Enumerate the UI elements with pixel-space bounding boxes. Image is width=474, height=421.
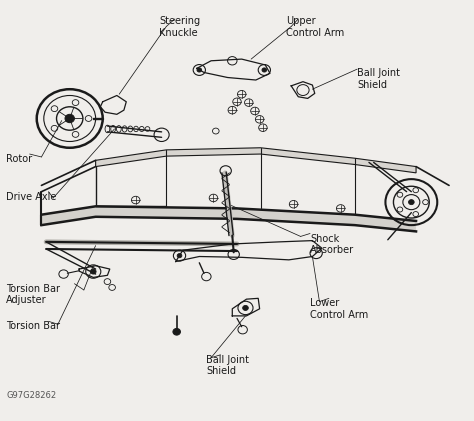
Text: Lower
Control Arm: Lower Control Arm — [310, 298, 368, 320]
Text: Shock
Absorber: Shock Absorber — [310, 234, 354, 255]
Circle shape — [197, 68, 201, 72]
Circle shape — [177, 253, 182, 258]
Text: Steering
Knuckle: Steering Knuckle — [159, 16, 201, 37]
Text: Rotor: Rotor — [6, 154, 32, 164]
Circle shape — [409, 200, 414, 205]
Circle shape — [65, 115, 74, 123]
Text: Torsion Bar: Torsion Bar — [6, 321, 60, 331]
Circle shape — [173, 328, 181, 335]
Text: G97G28262: G97G28262 — [6, 391, 56, 400]
Circle shape — [91, 269, 96, 274]
Text: Ball Joint
Shield: Ball Joint Shield — [357, 68, 400, 90]
Polygon shape — [96, 148, 416, 173]
Text: Ball Joint
Shield: Ball Joint Shield — [206, 355, 249, 376]
Text: Upper
Control Arm: Upper Control Arm — [286, 16, 345, 37]
Circle shape — [243, 306, 248, 310]
Text: Drive Axle: Drive Axle — [6, 192, 56, 202]
Text: Torsion Bar
Adjuster: Torsion Bar Adjuster — [6, 284, 60, 305]
Circle shape — [262, 68, 267, 72]
